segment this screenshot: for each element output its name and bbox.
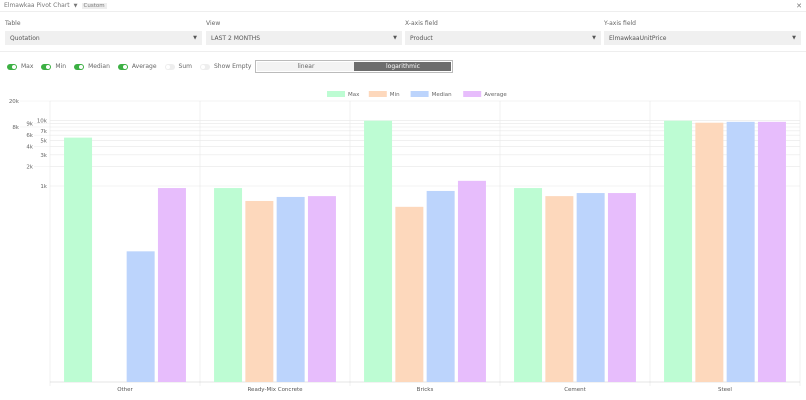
bar-max — [214, 188, 243, 382]
bar-average — [307, 196, 336, 382]
x-tick-label: Bricks — [417, 387, 434, 393]
legend-swatch — [368, 91, 387, 97]
view-field: View LAST 2 MONTHS ▼ — [206, 20, 402, 45]
yaxis-label: Y-axis field — [604, 20, 636, 27]
y-tick-label: 10k — [37, 119, 48, 125]
bar-min — [245, 200, 274, 382]
toggle-label: Min — [55, 63, 67, 70]
y-tick-label: 20k — [9, 99, 20, 105]
view-label: View — [206, 20, 221, 27]
legend-swatch — [463, 91, 482, 97]
legend-swatch — [327, 91, 345, 97]
bar-min — [545, 196, 574, 382]
switch[interactable] — [200, 63, 210, 70]
table-select[interactable]: Quotation ▼ — [5, 31, 202, 45]
toggle-label: Sum — [178, 63, 192, 70]
xaxis-field: X-axis field Product ▼ — [405, 20, 601, 45]
bar-max — [64, 137, 93, 382]
toggle-min[interactable]: Min — [41, 63, 66, 70]
toggle-bar: Max Min Median Average Sum Show Empty li… — [7, 60, 454, 73]
divider — [0, 51, 806, 52]
bar-max — [364, 120, 393, 383]
y-tick-label: 7k — [40, 129, 47, 135]
y-tick-label: 9k — [26, 122, 33, 128]
bar-average — [757, 121, 786, 382]
chevron-down-icon: ▼ — [792, 35, 796, 41]
switch[interactable] — [164, 63, 175, 70]
y-tick-label: 1k — [40, 184, 47, 190]
y-tick-label: 3k — [40, 153, 47, 159]
toggle-label: Show Empty — [214, 63, 252, 70]
toggle-label: Average — [131, 63, 157, 70]
toggle-label: Median — [88, 63, 110, 70]
toggle-average[interactable]: Average — [117, 63, 157, 70]
toggle-show-empty[interactable]: Show Empty — [200, 63, 251, 70]
y-tick-label: 2k — [26, 164, 33, 170]
chevron-down-icon: ▼ — [193, 35, 197, 41]
toggle-max[interactable]: Max — [7, 63, 33, 70]
xaxis-select[interactable]: Product ▼ — [405, 31, 601, 45]
bar-max — [514, 188, 543, 382]
x-tick-label: Cement — [564, 387, 586, 393]
table-value: Quotation — [10, 34, 40, 42]
bar-average — [607, 193, 636, 382]
bar-median — [726, 121, 755, 382]
bar-median — [276, 196, 305, 382]
legend-label: Min — [390, 92, 400, 98]
x-tick-label: Ready-Mix Concrete — [247, 387, 303, 393]
yaxis-value: ElmawkaaUnitPrice — [609, 34, 667, 42]
close-icon[interactable]: ✕ — [796, 2, 802, 10]
y-tick-label: 5k — [40, 138, 47, 144]
legend-label: Median — [432, 92, 453, 98]
toggle-sum[interactable]: Sum — [164, 63, 192, 70]
table-field: Table Quotation ▼ — [5, 20, 202, 45]
scale-switch: linear logarithmic — [255, 60, 454, 73]
chevron-down-icon: ▼ — [592, 35, 596, 41]
bar-max — [664, 120, 693, 383]
view-select[interactable]: LAST 2 MONTHS ▼ — [206, 31, 402, 45]
bar-median — [126, 251, 155, 382]
y-tick-label: 6k — [26, 133, 33, 139]
table-label: Table — [5, 20, 21, 27]
custom-badge[interactable]: Custom — [81, 2, 107, 9]
bar-median — [426, 190, 455, 382]
bar-chart: 20k 10k 9k 8k 7k 6k 5k 4k 3k 2k 1k Other Ready-Mix C… — [9, 91, 801, 393]
xaxis-label: X-axis field — [405, 20, 438, 27]
legend-swatch — [410, 91, 429, 97]
bar-average — [157, 188, 186, 382]
xaxis-value: Product — [410, 34, 433, 42]
y-tick-label: 4k — [26, 145, 33, 151]
switch[interactable] — [117, 63, 128, 70]
switch[interactable] — [74, 63, 85, 70]
y-tick-label: 8k — [12, 125, 19, 131]
bar-average — [457, 180, 486, 382]
toggle-label: Max — [21, 63, 34, 70]
bar-median — [576, 193, 605, 382]
switch[interactable] — [41, 63, 52, 70]
legend-label: Average — [484, 92, 507, 98]
chevron-down-icon[interactable]: ▼ — [73, 2, 78, 9]
toggle-median[interactable]: Median — [74, 63, 110, 70]
bar-min — [695, 122, 724, 383]
yaxis-field: Y-axis field ElmawkaaUnitPrice ▼ — [604, 20, 801, 45]
title-bar: Elmawkaa Pivot Chart ▼ Custom — [0, 0, 806, 12]
switch[interactable] — [7, 63, 17, 70]
x-tick-label: Other — [117, 387, 133, 393]
yaxis-select[interactable]: ElmawkaaUnitPrice ▼ — [604, 31, 801, 45]
chart-title-dropdown[interactable]: Elmawkaa Pivot Chart — [4, 2, 70, 9]
x-tick-label: Steel — [718, 387, 732, 393]
legend-label: Max — [348, 92, 360, 98]
bar-min — [395, 206, 424, 382]
view-value: LAST 2 MONTHS — [211, 34, 261, 42]
scale-log-button[interactable]: logarithmic — [354, 62, 452, 71]
chevron-down-icon: ▼ — [393, 35, 397, 41]
scale-linear-button[interactable]: linear — [257, 62, 355, 71]
